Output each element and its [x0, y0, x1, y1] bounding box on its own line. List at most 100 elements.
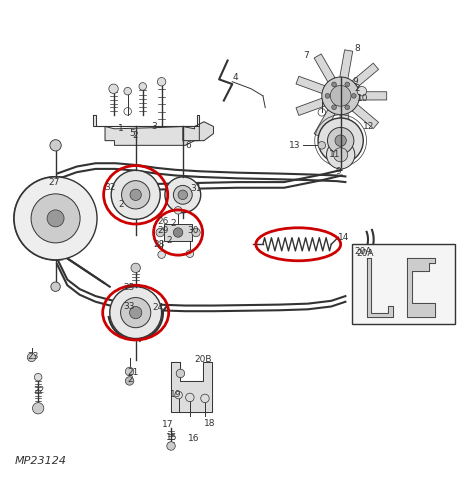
Circle shape: [173, 228, 183, 237]
FancyBboxPatch shape: [164, 224, 192, 241]
Text: 1: 1: [118, 124, 124, 133]
Circle shape: [120, 297, 151, 328]
Text: 25: 25: [123, 283, 134, 292]
Text: 4: 4: [232, 73, 238, 82]
Text: 11: 11: [329, 150, 340, 159]
Text: 9: 9: [353, 77, 358, 86]
Text: 14: 14: [338, 233, 350, 242]
Circle shape: [139, 83, 146, 90]
Polygon shape: [314, 54, 335, 82]
Polygon shape: [359, 92, 387, 100]
Text: 21: 21: [128, 368, 139, 377]
Circle shape: [14, 177, 97, 260]
Circle shape: [131, 263, 140, 272]
Circle shape: [110, 287, 162, 339]
Text: 32: 32: [104, 183, 116, 192]
Text: 12: 12: [363, 122, 374, 131]
Text: 2: 2: [132, 131, 138, 140]
Text: 8: 8: [355, 44, 361, 53]
Circle shape: [130, 189, 141, 201]
Circle shape: [31, 194, 80, 243]
Text: 2: 2: [118, 200, 124, 209]
Text: 17: 17: [162, 420, 173, 429]
Circle shape: [158, 251, 165, 258]
Circle shape: [167, 442, 175, 450]
Circle shape: [352, 94, 356, 98]
Circle shape: [325, 94, 330, 98]
Polygon shape: [340, 113, 353, 142]
Circle shape: [109, 84, 118, 94]
Text: 13: 13: [289, 141, 301, 150]
FancyBboxPatch shape: [353, 245, 455, 324]
Text: 15: 15: [166, 433, 178, 442]
Text: 2: 2: [166, 236, 172, 245]
Circle shape: [121, 181, 150, 209]
Text: 30: 30: [188, 226, 199, 235]
Polygon shape: [407, 258, 435, 317]
Circle shape: [157, 78, 166, 86]
Text: 2: 2: [170, 219, 176, 228]
Polygon shape: [296, 76, 325, 94]
Text: 31: 31: [190, 184, 201, 193]
Circle shape: [327, 140, 355, 169]
Polygon shape: [352, 105, 379, 128]
Circle shape: [165, 177, 201, 213]
Text: 19: 19: [170, 389, 182, 398]
Polygon shape: [340, 50, 353, 79]
Circle shape: [345, 105, 350, 110]
Text: 16: 16: [188, 434, 199, 443]
Text: 22: 22: [34, 386, 45, 395]
Text: 18: 18: [204, 419, 216, 428]
Circle shape: [174, 207, 182, 214]
Polygon shape: [171, 362, 212, 411]
Text: 29: 29: [157, 226, 168, 235]
Text: 20B: 20B: [195, 355, 212, 364]
Circle shape: [175, 391, 182, 399]
Circle shape: [328, 127, 354, 154]
Circle shape: [50, 139, 61, 151]
Text: 20A: 20A: [356, 249, 374, 258]
Circle shape: [322, 77, 359, 115]
Circle shape: [192, 228, 200, 237]
Circle shape: [125, 376, 134, 385]
Text: 6: 6: [185, 141, 191, 150]
Text: 24: 24: [152, 303, 164, 312]
Text: 3: 3: [151, 122, 157, 131]
Circle shape: [201, 394, 209, 402]
Circle shape: [332, 82, 337, 87]
Polygon shape: [352, 63, 379, 87]
Circle shape: [111, 170, 160, 219]
Circle shape: [176, 369, 185, 377]
Circle shape: [129, 306, 142, 319]
Text: 5: 5: [129, 129, 135, 138]
Text: 20A: 20A: [354, 247, 371, 256]
Circle shape: [173, 185, 192, 204]
Circle shape: [178, 190, 188, 200]
Polygon shape: [183, 122, 213, 140]
Text: 7: 7: [303, 51, 309, 60]
Circle shape: [334, 148, 348, 162]
Circle shape: [357, 87, 366, 96]
Polygon shape: [93, 115, 199, 126]
Text: 23: 23: [28, 352, 39, 361]
Text: 2: 2: [128, 375, 133, 384]
Text: 10: 10: [357, 94, 369, 103]
Circle shape: [51, 282, 60, 291]
Polygon shape: [296, 98, 325, 116]
Circle shape: [27, 353, 36, 362]
Circle shape: [125, 368, 134, 376]
Circle shape: [33, 402, 44, 414]
Circle shape: [186, 393, 194, 402]
Circle shape: [47, 210, 64, 227]
Circle shape: [335, 135, 346, 146]
Text: 33: 33: [123, 302, 135, 311]
Circle shape: [345, 82, 350, 87]
Circle shape: [318, 118, 363, 163]
Polygon shape: [314, 110, 335, 138]
Text: MP23124: MP23124: [15, 456, 66, 466]
Text: 2: 2: [354, 84, 359, 93]
Text: 27: 27: [48, 178, 60, 187]
Text: 9: 9: [335, 167, 341, 176]
Polygon shape: [105, 126, 199, 145]
Circle shape: [35, 374, 42, 381]
